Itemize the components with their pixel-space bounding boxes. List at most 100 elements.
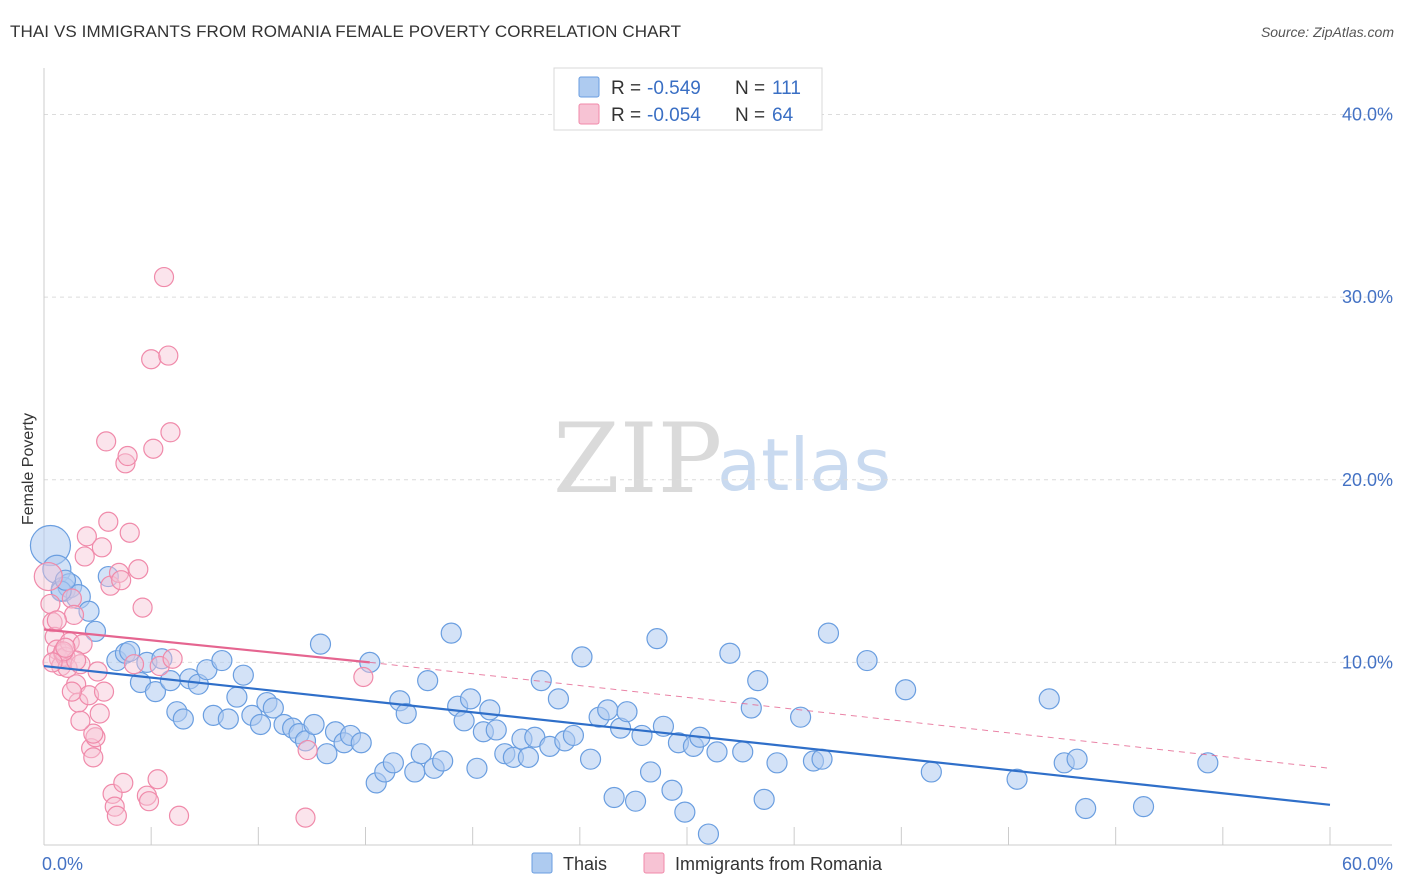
- romania-point: [119, 522, 140, 543]
- romania-point: [83, 747, 104, 768]
- y-tick-label-40: 40.0%: [1342, 105, 1393, 125]
- thais-point: [517, 746, 539, 768]
- watermark-zip: ZIP: [553, 403, 722, 515]
- thais-point: [410, 743, 432, 765]
- romania-point: [128, 559, 149, 580]
- watermark-atlas: atlas: [717, 423, 891, 507]
- thais-point: [646, 628, 668, 650]
- romania-point: [147, 769, 168, 790]
- romania-point: [46, 610, 67, 631]
- thais-point: [571, 646, 593, 668]
- thais-point: [530, 670, 552, 692]
- thais-points: [29, 524, 1219, 845]
- romania-point: [160, 422, 181, 443]
- thais-point: [697, 823, 720, 845]
- romania-point: [91, 537, 112, 558]
- thais-point: [920, 761, 942, 783]
- thais-point: [54, 569, 77, 591]
- thais-point: [789, 706, 812, 728]
- thais-point: [856, 649, 878, 672]
- thais-point: [485, 719, 507, 741]
- legend-row1-r-value: -0.549: [647, 78, 701, 99]
- thais-point: [624, 790, 647, 812]
- chart-title: THAI VS IMMIGRANTS FROM ROMANIA FEMALE P…: [10, 22, 682, 41]
- thais-point: [144, 680, 167, 703]
- thais-point: [309, 633, 332, 655]
- legend-row2-r-label: R =: [611, 105, 641, 126]
- trend-lines: [43, 628, 1331, 806]
- romania-point: [117, 445, 138, 467]
- legend-row2-r-value: -0.054: [647, 105, 701, 126]
- romania-point: [149, 655, 170, 677]
- legend-thais-swatch: [578, 76, 600, 98]
- thais-point: [639, 761, 662, 783]
- thais-point: [719, 642, 741, 664]
- romania-point: [295, 807, 316, 828]
- romania-point: [113, 772, 134, 794]
- romania-point: [123, 654, 145, 675]
- y-tick-label-10: 10.0%: [1342, 652, 1393, 672]
- thais-point: [603, 786, 625, 809]
- romania-point: [153, 266, 175, 288]
- romania-point: [162, 648, 183, 669]
- romania-point: [115, 453, 136, 474]
- thais-point: [232, 664, 254, 686]
- legend-row2-n-value: 64: [772, 105, 794, 126]
- thais-point: [1075, 797, 1097, 820]
- thais-trend-line: [43, 664, 1331, 806]
- thais-point: [597, 699, 619, 721]
- y-tick-label-30: 30.0%: [1342, 287, 1393, 307]
- thais-point: [382, 752, 404, 774]
- romania-point: [55, 637, 76, 658]
- chart-source: Source: ZipAtlas.com: [1260, 24, 1394, 40]
- series-legend: Thais Immigrants from Romania: [531, 852, 883, 874]
- thais-point: [753, 788, 775, 810]
- romania-point: [353, 666, 374, 688]
- romania-point: [76, 526, 97, 547]
- thais-point: [432, 750, 454, 772]
- thais-point: [616, 701, 638, 723]
- thais-point: [249, 713, 272, 736]
- romania-point: [98, 511, 119, 532]
- thais-point: [466, 757, 488, 779]
- bottom-legend-thais-label: Thais: [563, 854, 607, 874]
- thais-point: [303, 713, 325, 736]
- thais-point: [262, 697, 284, 719]
- romania-point: [141, 349, 162, 370]
- thais-point: [226, 686, 248, 708]
- romania-point: [106, 805, 127, 826]
- bottom-legend-romania-swatch: [643, 852, 665, 874]
- thais-point: [350, 732, 372, 754]
- romania-point: [168, 805, 190, 826]
- romania-point: [297, 739, 318, 761]
- thais-point: [732, 741, 754, 763]
- legend-row2-n-label: N =: [735, 105, 765, 126]
- y-axis-label: Female Poverty: [20, 413, 37, 525]
- romania-trend-extension: [369, 661, 1331, 769]
- thais-point: [440, 622, 462, 644]
- correlation-legend: R = -0.549 N = 111 R = -0.054 N = 64: [553, 67, 823, 131]
- thais-point: [395, 702, 417, 725]
- thais-point: [661, 779, 683, 801]
- romania-point: [143, 438, 164, 459]
- thais-point: [766, 752, 788, 774]
- romania-point: [102, 783, 123, 804]
- romania-trend-line: [43, 628, 370, 664]
- thais-point: [1132, 796, 1155, 818]
- bottom-legend-romania-label: Immigrants from Romania: [675, 854, 883, 874]
- thais-point: [119, 640, 141, 663]
- romania-point: [111, 570, 132, 591]
- thais-point: [706, 741, 728, 763]
- romania-point: [132, 597, 153, 618]
- thais-point: [211, 649, 233, 672]
- thais-point: [479, 699, 501, 721]
- romania-point: [85, 727, 106, 748]
- thais-point: [1066, 748, 1088, 770]
- romania-point: [70, 710, 91, 731]
- x-tick-label-max: 60.0%: [1342, 854, 1393, 874]
- thais-point: [817, 622, 840, 644]
- thais-point: [417, 670, 439, 692]
- x-tick-label-min: 0.0%: [42, 854, 83, 874]
- thais-point: [316, 743, 338, 765]
